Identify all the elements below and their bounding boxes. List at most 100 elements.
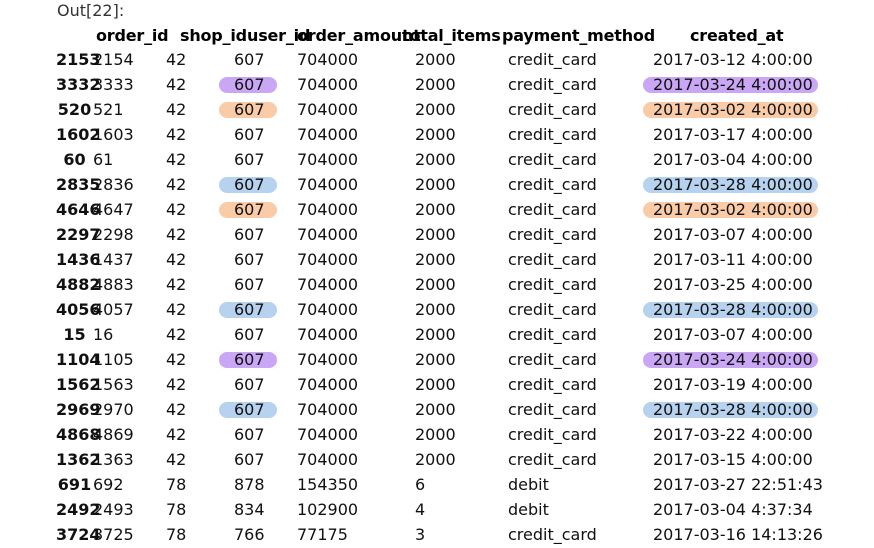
cell-total-items: 2000 bbox=[415, 275, 456, 294]
cell-shop-id: 42 bbox=[166, 50, 187, 69]
cell-shop-id: 42 bbox=[166, 450, 187, 469]
cell-shop-id: 78 bbox=[166, 475, 187, 494]
cell-total-items: 6 bbox=[415, 475, 426, 494]
cell-order-id: 2836 bbox=[93, 175, 134, 194]
cell-row-index: 1436 bbox=[56, 250, 101, 269]
cell-user-id: 607 bbox=[234, 125, 265, 144]
cell-created-at: 2017-03-11 4:00:00 bbox=[653, 250, 813, 269]
cell-total-items: 2000 bbox=[415, 300, 456, 319]
cell-payment-method: credit_card bbox=[508, 425, 597, 444]
cell-user-id: 834 bbox=[234, 500, 265, 519]
cell-row-index: 60 bbox=[63, 150, 86, 169]
cell-shop-id: 42 bbox=[166, 200, 187, 219]
cell-user-id: 607 bbox=[234, 150, 265, 169]
cell-user-id: 878 bbox=[234, 475, 265, 494]
cell-order-amount: 704000 bbox=[297, 150, 359, 169]
cell-user-id: 607 bbox=[234, 250, 265, 269]
header-order-id: order_id bbox=[96, 26, 169, 45]
output-prompt: Out[22]: bbox=[57, 1, 125, 20]
header-payment-method: payment_method bbox=[502, 26, 655, 45]
cell-total-items: 2000 bbox=[415, 225, 456, 244]
cell-total-items: 2000 bbox=[415, 400, 456, 419]
cell-shop-id: 42 bbox=[166, 375, 187, 394]
cell-order-id: 3333 bbox=[93, 75, 134, 94]
cell-order-id: 1563 bbox=[93, 375, 134, 394]
cell-user-id: 607 bbox=[234, 75, 265, 94]
cell-order-amount: 704000 bbox=[297, 175, 359, 194]
cell-payment-method: credit_card bbox=[508, 200, 597, 219]
cell-order-amount: 704000 bbox=[297, 425, 359, 444]
cell-order-amount: 154350 bbox=[297, 475, 359, 494]
cell-payment-method: credit_card bbox=[508, 350, 597, 369]
header-user-id: user_id bbox=[247, 26, 311, 45]
table-row: 3332 3333 42 607 704000 2000 credit_card 2017-0… bbox=[0, 72, 874, 97]
cell-row-index: 15 bbox=[63, 325, 86, 344]
header-total-items: total_items bbox=[402, 26, 501, 45]
cell-shop-id: 42 bbox=[166, 125, 187, 144]
cell-payment-method: credit_card bbox=[508, 300, 597, 319]
cell-created-at: 2017-03-24 4:00:00 bbox=[653, 350, 813, 369]
highlight-mark-created-at bbox=[643, 402, 818, 418]
cell-created-at: 2017-03-24 4:00:00 bbox=[653, 75, 813, 94]
cell-payment-method: credit_card bbox=[508, 250, 597, 269]
cell-shop-id: 78 bbox=[166, 500, 187, 519]
header-shop-id: shop_id bbox=[180, 26, 247, 45]
highlight-mark-created-at bbox=[643, 177, 818, 193]
cell-row-index: 691 bbox=[57, 475, 92, 494]
cell-row-index: 2835 bbox=[56, 175, 101, 194]
cell-payment-method: credit_card bbox=[508, 225, 597, 244]
table-row: 2297 2298 42 607 704000 2000 credit_card 2017-0… bbox=[0, 222, 874, 247]
table-row: 4882 4883 42 607 704000 2000 credit_card 2017-0… bbox=[0, 272, 874, 297]
cell-user-id: 607 bbox=[234, 425, 265, 444]
cell-row-index: 4646 bbox=[56, 200, 101, 219]
cell-created-at: 2017-03-02 4:00:00 bbox=[653, 100, 813, 119]
cell-total-items: 2000 bbox=[415, 425, 456, 444]
cell-user-id: 607 bbox=[234, 325, 265, 344]
cell-user-id: 607 bbox=[234, 450, 265, 469]
cell-order-amount: 704000 bbox=[297, 450, 359, 469]
cell-total-items: 2000 bbox=[415, 125, 456, 144]
table-row: 2835 2836 42 607 704000 2000 credit_card 2017-0… bbox=[0, 172, 874, 197]
cell-payment-method: credit_card bbox=[508, 75, 597, 94]
cell-row-index: 4056 bbox=[56, 300, 101, 319]
cell-order-id: 1437 bbox=[93, 250, 134, 269]
cell-row-index: 4882 bbox=[56, 275, 101, 294]
cell-created-at: 2017-03-17 4:00:00 bbox=[653, 125, 813, 144]
cell-shop-id: 42 bbox=[166, 275, 187, 294]
table-row: 1562 1563 42 607 704000 2000 credit_card 2017-0… bbox=[0, 372, 874, 397]
cell-row-index: 2297 bbox=[56, 225, 101, 244]
cell-created-at: 2017-03-28 4:00:00 bbox=[653, 400, 813, 419]
cell-order-id: 4647 bbox=[93, 200, 134, 219]
cell-shop-id: 42 bbox=[166, 325, 187, 344]
table-row: 2153 2154 42 607 704000 2000 credit_card 2017-0… bbox=[0, 47, 874, 72]
cell-payment-method: credit_card bbox=[508, 325, 597, 344]
cell-order-amount: 704000 bbox=[297, 75, 359, 94]
cell-row-index: 2969 bbox=[56, 400, 101, 419]
cell-order-amount: 102900 bbox=[297, 500, 359, 519]
cell-shop-id: 42 bbox=[166, 250, 187, 269]
cell-row-index: 3724 bbox=[56, 525, 101, 544]
highlight-mark-user-id bbox=[219, 102, 277, 118]
cell-shop-id: 42 bbox=[166, 400, 187, 419]
table-row: 1436 1437 42 607 704000 2000 credit_card 2017-0… bbox=[0, 247, 874, 272]
cell-order-amount: 704000 bbox=[297, 300, 359, 319]
cell-order-amount: 77175 bbox=[297, 525, 348, 544]
cell-row-index: 1104 bbox=[56, 350, 101, 369]
cell-created-at: 2017-03-02 4:00:00 bbox=[653, 200, 813, 219]
cell-user-id: 607 bbox=[234, 100, 265, 119]
highlight-mark-created-at bbox=[643, 352, 818, 368]
cell-user-id: 607 bbox=[234, 300, 265, 319]
cell-row-index: 1362 bbox=[56, 450, 101, 469]
cell-total-items: 2000 bbox=[415, 100, 456, 119]
cell-order-id: 4883 bbox=[93, 275, 134, 294]
cell-created-at: 2017-03-22 4:00:00 bbox=[653, 425, 813, 444]
cell-payment-method: credit_card bbox=[508, 175, 597, 194]
dataframe-output: order_id shop_id user_id order_amount to… bbox=[0, 22, 874, 548]
highlight-mark-created-at bbox=[643, 202, 818, 218]
cell-user-id: 766 bbox=[234, 525, 265, 544]
table-row: 1104 1105 42 607 704000 2000 credit_card 2017-0… bbox=[0, 347, 874, 372]
cell-order-amount: 704000 bbox=[297, 275, 359, 294]
cell-created-at: 2017-03-25 4:00:00 bbox=[653, 275, 813, 294]
cell-created-at: 2017-03-15 4:00:00 bbox=[653, 450, 813, 469]
cell-created-at: 2017-03-04 4:00:00 bbox=[653, 150, 813, 169]
